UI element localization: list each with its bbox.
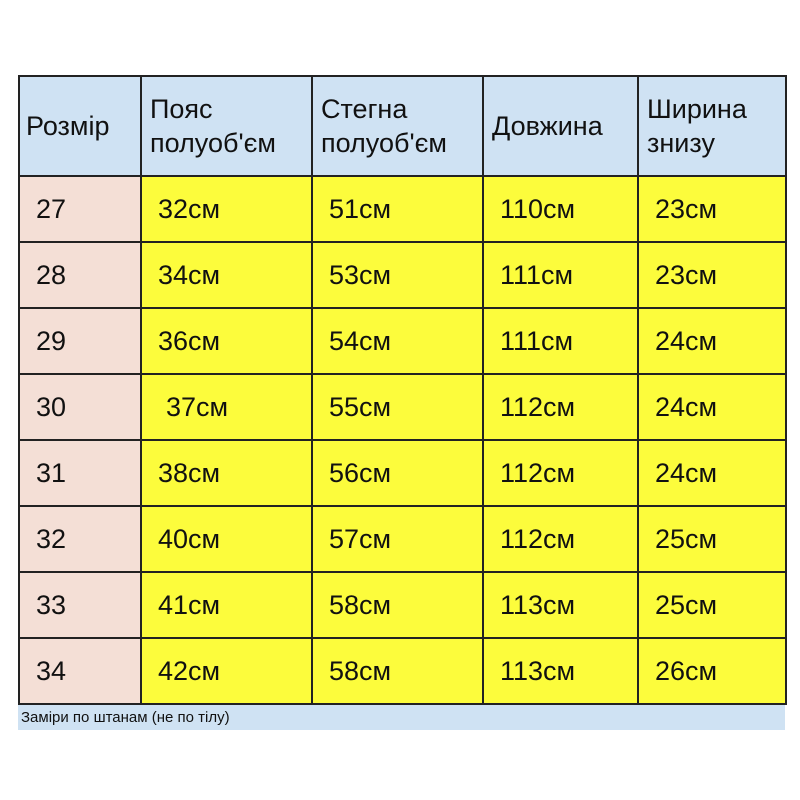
cell-waist: 37см (140, 373, 313, 441)
cell-hips: 58см (311, 571, 484, 639)
table-row: 27 32см 51см 110см 23см (18, 175, 787, 243)
cell-length: 110см (482, 175, 639, 243)
header-label: Розмір (26, 111, 110, 141)
table-row: 29 36см 54см 111см 24см (18, 307, 787, 375)
cell-hem-width: 25см (637, 571, 787, 639)
cell-hem-width: 23см (637, 175, 787, 243)
cell-hips: 57см (311, 505, 484, 573)
header-label: полуоб'єм (150, 128, 276, 158)
cell-hem-width: 24см (637, 439, 787, 507)
cell-size: 32 (18, 505, 142, 573)
table-row: 28 34см 53см 111см 23см (18, 241, 787, 309)
cell-length: 112см (482, 505, 639, 573)
header-length: Довжина (482, 75, 639, 177)
cell-waist: 36см (140, 307, 313, 375)
cell-waist: 40см (140, 505, 313, 573)
cell-size: 28 (18, 241, 142, 309)
header-hips: Стегна полуоб'єм (311, 75, 484, 177)
cell-hips: 58см (311, 637, 484, 705)
cell-waist: 42см (140, 637, 313, 705)
cell-hips: 56см (311, 439, 484, 507)
cell-size: 30 (18, 373, 142, 441)
cell-length: 113см (482, 637, 639, 705)
table-row: 33 41см 58см 113см 25см (18, 571, 787, 639)
cell-hips: 54см (311, 307, 484, 375)
table-row: 32 40см 57см 112см 25см (18, 505, 787, 573)
header-size: Розмір (18, 75, 142, 177)
cell-length: 113см (482, 571, 639, 639)
header-label: полуоб'єм (321, 128, 447, 158)
table-row: 34 42см 58см 113см 26см (18, 637, 787, 705)
header-label: Стегна (321, 94, 408, 124)
cell-hips: 55см (311, 373, 484, 441)
cell-hips: 51см (311, 175, 484, 243)
header-hem-width: Ширина знизу (637, 75, 787, 177)
header-label: Ширина (647, 94, 747, 124)
cell-hem-width: 23см (637, 241, 787, 309)
header-waist: Пояс полуоб'єм (140, 75, 313, 177)
cell-size: 29 (18, 307, 142, 375)
cell-waist: 41см (140, 571, 313, 639)
cell-hem-width: 25см (637, 505, 787, 573)
cell-hips: 53см (311, 241, 484, 309)
cell-size: 31 (18, 439, 142, 507)
cell-size: 27 (18, 175, 142, 243)
cell-size: 34 (18, 637, 142, 705)
table-row: 31 38см 56см 112см 24см (18, 439, 787, 507)
table-row: 30 37см 55см 112см 24см (18, 373, 787, 441)
cell-hem-width: 24см (637, 373, 787, 441)
cell-length: 111см (482, 241, 639, 309)
footer-note: Заміри по штанам (не по тілу) (18, 705, 785, 730)
header-label: Пояс (150, 94, 213, 124)
header-label: Довжина (492, 111, 603, 141)
cell-length: 112см (482, 439, 639, 507)
cell-waist: 34см (140, 241, 313, 309)
size-chart-table: Розмір Пояс полуоб'єм Стегна полуоб'єм Довжин… (18, 75, 787, 705)
cell-length: 112см (482, 373, 639, 441)
cell-hem-width: 24см (637, 307, 787, 375)
cell-waist: 32см (140, 175, 313, 243)
header-row: Розмір Пояс полуоб'єм Стегна полуоб'єм Довжин… (18, 75, 787, 177)
cell-hem-width: 26см (637, 637, 787, 705)
cell-length: 111см (482, 307, 639, 375)
header-label: знизу (647, 128, 715, 158)
cell-size: 33 (18, 571, 142, 639)
cell-waist: 38см (140, 439, 313, 507)
